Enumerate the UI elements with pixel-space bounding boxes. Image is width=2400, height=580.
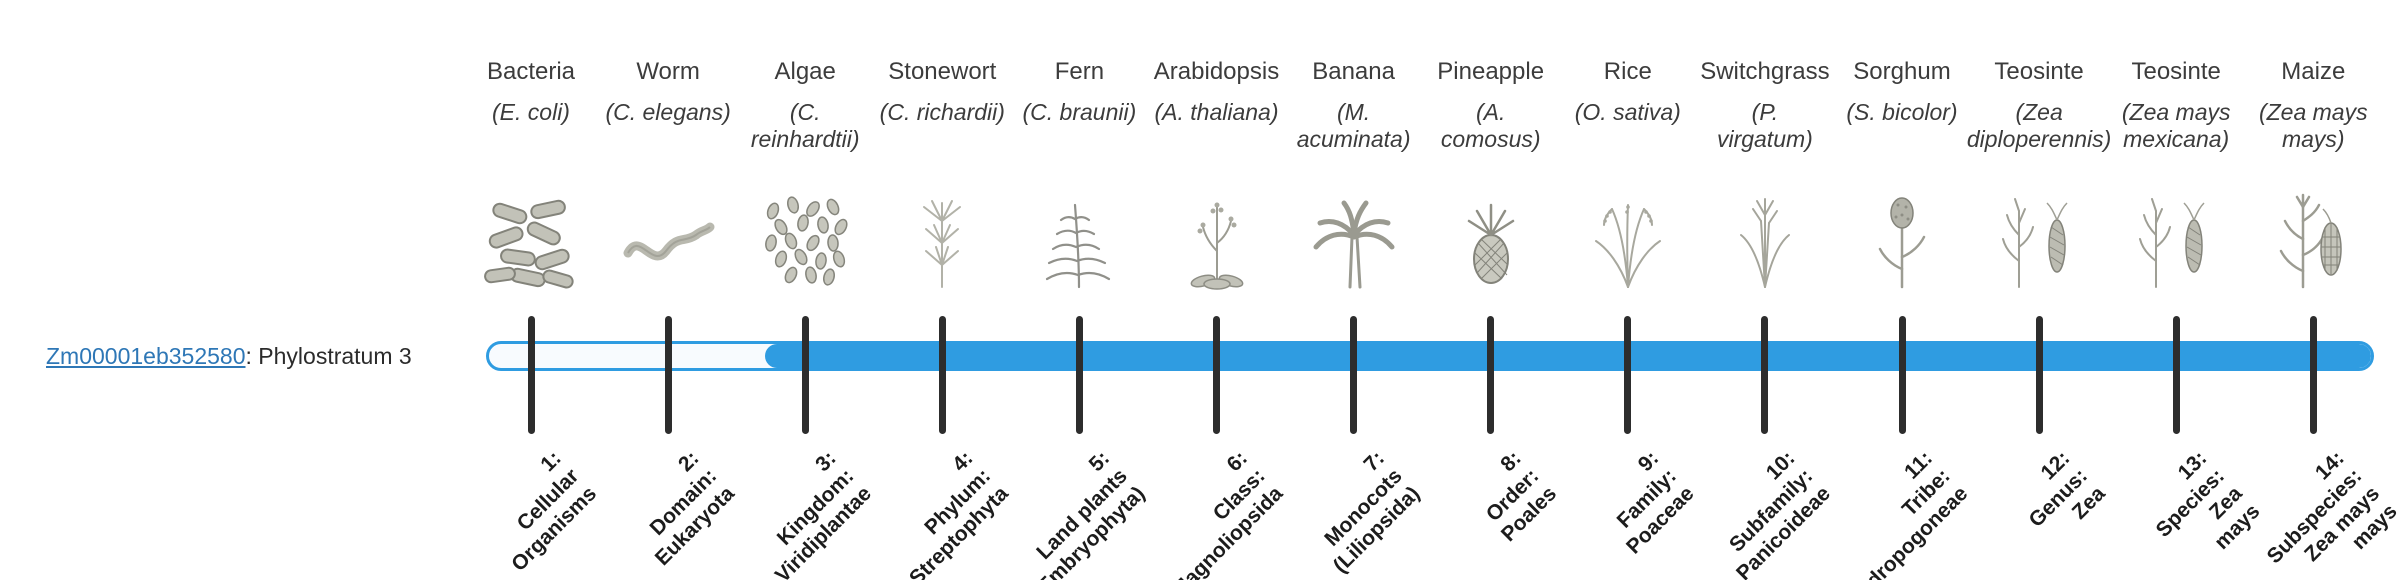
organism-scientific-name: (Zea diploperennis) [1954, 99, 2124, 153]
organism-scientific-name: (O. sativa) [1543, 99, 1713, 126]
phylostratum-label-6: 6: Class: Magnoliopsida [1131, 446, 1288, 580]
phylostratum-tick-7 [1350, 316, 1358, 434]
organism-scientific-name: (A. thaliana) [1132, 99, 1302, 126]
scientific-name-line: (P. [1751, 99, 1779, 125]
organism-name: Teosinte [1994, 58, 2084, 85]
organism-column: Algae (C. reinhardtii) [720, 58, 890, 153]
scientific-name-line: mexicana) [2123, 126, 2230, 152]
maize-icon [2228, 180, 2398, 294]
organism-column: Teosinte (Zea diploperennis) [1954, 58, 2124, 153]
phylostratum-tick-1 [527, 316, 535, 434]
organism-column: Switchgrass (P. virgatum) [1680, 58, 1850, 153]
scientific-name-line: (C. richardii) [879, 99, 1005, 125]
organism-column: Pineapple (A. comosus) [1406, 58, 1576, 153]
gene-label: Zm00001eb352580: Phylostratum 3 [46, 343, 412, 370]
scientific-name-line: (Zea [2015, 99, 2063, 125]
phylostratum-label-7: 7: Monocots (Liliopsida) [1292, 446, 1424, 578]
organism-name: Maize [2281, 58, 2346, 85]
phylostratum-label-2: 2: Domain: Eukaryota [614, 446, 739, 571]
organism-name: Algae [774, 58, 836, 85]
organism-name: Pineapple [1437, 58, 1545, 85]
scientific-name-line: (S. bicolor) [1846, 99, 1958, 125]
phylostratum-tick-10 [1761, 316, 1769, 434]
organism-scientific-name: (C. braunii) [994, 99, 1164, 126]
organism-scientific-name: (M. acuminata) [1269, 99, 1439, 153]
organism-column: Sorghum (S. bicolor) [1817, 58, 1987, 126]
scientific-name-line: reinhardtii) [750, 126, 860, 152]
organism-scientific-name: (P. virgatum) [1680, 99, 1850, 153]
scientific-name-line: (O. sativa) [1574, 99, 1681, 125]
organism-scientific-name: (S. bicolor) [1817, 99, 1987, 126]
phylostratum-tick-3 [801, 316, 809, 434]
scientific-name-line: (E. coli) [492, 99, 570, 125]
phylostratum-label-4: 4: Phylum: Streptophyta [869, 446, 1014, 580]
organism-column: Stonewort (C. richardii) [857, 58, 1027, 126]
organism-name: Worm [636, 58, 700, 85]
scientific-name-line: (A. thaliana) [1154, 99, 1279, 125]
scientific-name-line: comosus) [1440, 126, 1541, 152]
scientific-name-line: acuminata) [1296, 126, 1411, 152]
scientific-name-line: (C. elegans) [605, 99, 731, 125]
phylostratum-label-14: 14: Subspecies: Zea mays mays [2244, 446, 2400, 580]
organism-name: Arabidopsis [1153, 58, 1280, 85]
phylostratum-label-13: 13: Species: Zea mays [2133, 446, 2265, 578]
organism-scientific-name: (A. comosus) [1406, 99, 1576, 153]
phylostratum-tick-11 [1898, 316, 1906, 434]
scientific-name-line: (A. [1475, 99, 1506, 125]
phylostratum-label-9: 9: Family: Poaceae [1586, 446, 1699, 559]
scientific-name-line: (C. [789, 99, 821, 125]
phylostratum-label-11: 11: Tribe: Andropogoneae [1806, 446, 1973, 580]
phylostratum-bar-fill [765, 344, 2371, 368]
organism-name: Teosinte [2131, 58, 2221, 85]
gene-id-link[interactable]: Zm00001eb352580 [46, 343, 246, 369]
phylostratum-tick-13 [2172, 316, 2180, 434]
scientific-name-line: mays) [2281, 126, 2345, 152]
organism-column: Bacteria (E. coli) [446, 58, 616, 126]
organism-scientific-name: (E. coli) [446, 99, 616, 126]
organism-name: Stonewort [888, 58, 997, 85]
phylostratum-tick-4 [938, 316, 946, 434]
phylostratum-label-8: 8: Order: Poales [1461, 446, 1562, 547]
phylostratum-tick-2 [664, 316, 672, 434]
organism-column: Fern (C. braunii) [994, 58, 1164, 126]
organism-name: Sorghum [1853, 58, 1951, 85]
organism-column: Banana (M. acuminata) [1269, 58, 1439, 153]
scientific-name-line: (Zea mays [2258, 99, 2368, 125]
organism-name: Switchgrass [1700, 58, 1830, 85]
organism-column: Arabidopsis (A. thaliana) [1132, 58, 1302, 126]
organism-name: Banana [1312, 58, 1395, 85]
phylostratum-label-12: 12: Genus: Zea [2006, 446, 2110, 550]
organism-scientific-name: (C. reinhardtii) [720, 99, 890, 153]
organism-scientific-name: (C. elegans) [583, 99, 753, 126]
phylostratum-label-5: 5: Land plants (Embryophyta) [993, 446, 1151, 580]
phylostratum-tick-5 [1075, 316, 1083, 434]
phylostratum-tick-6 [1213, 316, 1220, 434]
organism-column: Teosinte (Zea mays mexicana) [2091, 58, 2261, 153]
organism-column: Rice (O. sativa) [1543, 58, 1713, 126]
scientific-name-line: diploperennis) [1966, 126, 2112, 152]
gene-label-suffix: : Phylostratum 3 [245, 343, 412, 369]
organism-scientific-name: (Zea mays mays) [2228, 99, 2398, 153]
organism-scientific-name: (C. richardii) [857, 99, 1027, 126]
phylostratum-tick-8 [1487, 316, 1495, 434]
organism-name: Rice [1603, 58, 1652, 85]
phylostratum-tick-12 [2035, 316, 2043, 434]
organism-name: Fern [1054, 58, 1105, 85]
organism-column: Maize (Zea mays mays) [2228, 58, 2398, 153]
scientific-name-line: (M. [1336, 99, 1371, 125]
phylostratum-tick-14 [2309, 316, 2317, 434]
phylostratum-bar [486, 341, 2374, 371]
scientific-name-line: virgatum) [1716, 126, 1813, 152]
scientific-name-line: (Zea mays [2121, 99, 2231, 125]
scientific-name-line: (C. braunii) [1022, 99, 1137, 125]
organism-name: Bacteria [486, 58, 576, 85]
organism-column: Worm (C. elegans) [583, 58, 753, 126]
phylostratum-tick-9 [1624, 316, 1632, 434]
organism-scientific-name: (Zea mays mexicana) [2091, 99, 2261, 153]
phylostratum-label-3: 3: Kingdom: Viridiplantae [734, 446, 876, 580]
phylostratum-label-1: 1: Cellular Organisms [471, 446, 602, 577]
